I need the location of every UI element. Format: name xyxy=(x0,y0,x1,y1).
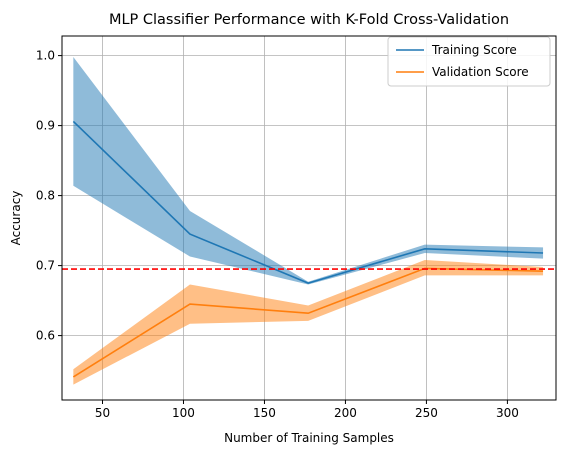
x-tick-label: 300 xyxy=(496,406,519,420)
band-training-score xyxy=(73,57,544,285)
x-tick-label: 250 xyxy=(415,406,438,420)
plot-frame xyxy=(61,35,557,401)
series-line-training-score xyxy=(72,120,544,284)
x-tick-label: 200 xyxy=(334,406,357,420)
legend-label-training-score: Training Score xyxy=(431,43,517,57)
y-tick-label: 1.0 xyxy=(36,49,55,63)
y-tick-label: 0.6 xyxy=(36,329,55,343)
x-tick-label: 150 xyxy=(253,406,276,420)
y-tick-label: 0.7 xyxy=(36,259,55,273)
x-tick-label: 50 xyxy=(95,406,110,420)
x-axis-title: Number of Training Samples xyxy=(224,431,394,445)
y-tick-label: 0.8 xyxy=(36,189,55,203)
series-line-validation-score xyxy=(72,267,544,378)
y-axis-title: Accuracy xyxy=(9,191,23,246)
x-tick-label: 100 xyxy=(172,406,195,420)
y-tick-label: 0.9 xyxy=(36,119,55,133)
legend-box xyxy=(387,36,551,87)
legend-label-validation-score: Validation Score xyxy=(432,65,529,79)
chart-title: MLP Classifier Performance with K-Fold C… xyxy=(109,12,509,28)
band-validation-score xyxy=(73,260,544,385)
